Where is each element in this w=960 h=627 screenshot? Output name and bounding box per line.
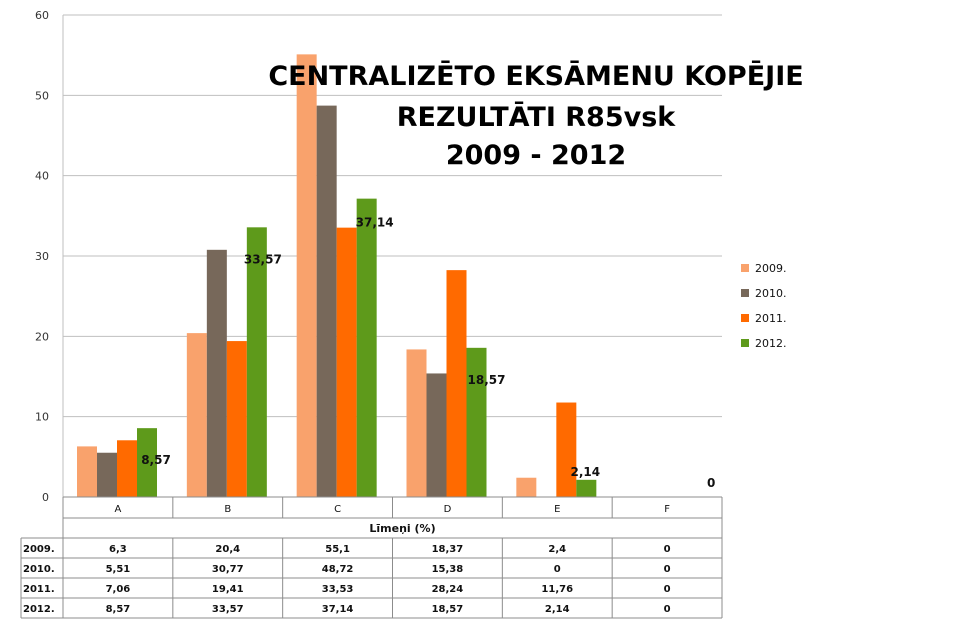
bar bbox=[77, 446, 97, 497]
data-table: A B C D E F Līmeņi (%) 2009. 6,3 20,4 55,1 18,37 2,4… bbox=[20, 496, 723, 619]
bar bbox=[516, 477, 537, 497]
table-cell: 15,38 bbox=[432, 564, 464, 575]
bar bbox=[186, 333, 207, 497]
bar bbox=[556, 402, 577, 497]
x-category-label: A bbox=[114, 504, 121, 515]
legend-swatch bbox=[741, 264, 749, 272]
table-cell: 2,4 bbox=[548, 544, 566, 555]
y-tick-label: 0 bbox=[42, 491, 49, 504]
table-cell: 20,4 bbox=[215, 544, 240, 555]
table-cell: 0 bbox=[554, 564, 561, 575]
x-axis-title: Līmeņi (%) bbox=[369, 522, 435, 535]
y-tick-label: 10 bbox=[35, 411, 49, 424]
table-cell: 33,57 bbox=[212, 604, 244, 615]
data-label: 0 bbox=[707, 476, 715, 490]
chart-title-line: 2009 - 2012 bbox=[446, 140, 626, 171]
x-category-label: B bbox=[224, 504, 231, 515]
bar bbox=[466, 347, 487, 497]
table-cell: 11,76 bbox=[541, 584, 573, 595]
data-label: 8,57 bbox=[141, 453, 171, 467]
table-row-header: 2010. bbox=[23, 564, 55, 575]
bar bbox=[316, 105, 337, 497]
y-tick-label: 40 bbox=[35, 170, 49, 183]
chart-title: CENTRALIZĒTO EKSĀMENU KOPĒJIE REZULTĀTI R… bbox=[268, 60, 803, 171]
bar bbox=[446, 270, 467, 497]
table-cell: 6,3 bbox=[109, 544, 127, 555]
bar bbox=[406, 349, 427, 497]
table-cell: 30,77 bbox=[212, 564, 244, 575]
table-cell: 7,06 bbox=[106, 584, 131, 595]
x-category-label: D bbox=[444, 504, 452, 515]
table-cell: 0 bbox=[664, 584, 671, 595]
legend: 2009. 2010. 2011. 2012. bbox=[741, 262, 787, 350]
x-category-label: E bbox=[554, 504, 560, 515]
y-tick-label: 20 bbox=[35, 330, 49, 343]
bar bbox=[356, 198, 377, 497]
table-row-header: 2012. bbox=[23, 604, 55, 615]
chart-title-line: REZULTĀTI R85vsk bbox=[397, 101, 677, 133]
bar bbox=[117, 440, 137, 497]
bar bbox=[206, 249, 227, 497]
bar bbox=[336, 227, 357, 497]
y-tick-label: 60 bbox=[35, 9, 49, 22]
y-axis-ticks: 0 10 20 30 40 50 60 bbox=[35, 9, 49, 504]
bar bbox=[97, 452, 117, 497]
gridlines bbox=[62, 14, 722, 498]
legend-label: 2010. bbox=[755, 287, 787, 300]
bar bbox=[576, 479, 597, 497]
bar bbox=[296, 54, 317, 497]
table-cell: 37,14 bbox=[322, 604, 354, 615]
table-row-header: 2009. bbox=[23, 544, 55, 555]
bar bbox=[246, 227, 267, 498]
table-cell: 18,37 bbox=[432, 544, 464, 555]
bar bbox=[137, 428, 157, 497]
x-category-label: C bbox=[334, 504, 341, 515]
legend-swatch bbox=[741, 314, 749, 322]
table-cell: 8,57 bbox=[106, 604, 131, 615]
table-cell: 48,72 bbox=[322, 564, 354, 575]
table-cell: 0 bbox=[664, 604, 671, 615]
legend-label: 2009. bbox=[755, 262, 787, 275]
data-label: 2,14 bbox=[571, 465, 601, 479]
table-row-header: 2011. bbox=[23, 584, 55, 595]
legend-swatch bbox=[741, 289, 749, 297]
y-tick-label: 50 bbox=[35, 89, 49, 102]
table-cell: 19,41 bbox=[212, 584, 244, 595]
x-category-label: F bbox=[664, 504, 670, 515]
data-label: 18,57 bbox=[468, 373, 506, 387]
chart-title-line: CENTRALIZĒTO EKSĀMENU KOPĒJIE bbox=[268, 60, 803, 92]
table-cell: 55,1 bbox=[325, 544, 350, 555]
table-cell: 0 bbox=[664, 544, 671, 555]
table-cell: 0 bbox=[664, 564, 671, 575]
legend-swatch bbox=[741, 339, 749, 347]
bar bbox=[426, 373, 447, 497]
legend-label: 2011. bbox=[755, 312, 787, 325]
data-label: 37,14 bbox=[356, 216, 394, 230]
data-labels: 8,57 33,57 37,14 18,57 2,14 0 bbox=[141, 216, 715, 490]
table-cell: 5,51 bbox=[106, 564, 131, 575]
table-cell: 33,53 bbox=[322, 584, 354, 595]
y-tick-label: 30 bbox=[35, 250, 49, 263]
bars bbox=[77, 54, 597, 498]
bar bbox=[226, 341, 247, 497]
table-cell: 28,24 bbox=[432, 584, 464, 595]
legend-label: 2012. bbox=[755, 337, 787, 350]
table-cell: 2,14 bbox=[545, 604, 570, 615]
data-label: 33,57 bbox=[244, 252, 282, 266]
table-cell: 18,57 bbox=[432, 604, 464, 615]
